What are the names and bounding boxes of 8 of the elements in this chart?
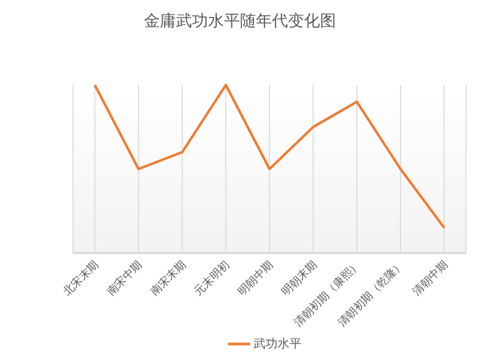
legend-label: 武功水平	[254, 336, 302, 350]
x-tick-label: 明朝中期	[235, 258, 276, 298]
x-tick-label: 北宋末期	[60, 258, 101, 298]
x-tick-label: 清朝中期	[410, 258, 450, 298]
x-tick-label: 南宋末期	[148, 258, 188, 298]
chart-title: 金庸武功水平随年代变化图	[143, 10, 337, 32]
x-tick-label: 元末明初	[192, 258, 232, 298]
x-tick-label: 南宋中期	[104, 258, 145, 298]
